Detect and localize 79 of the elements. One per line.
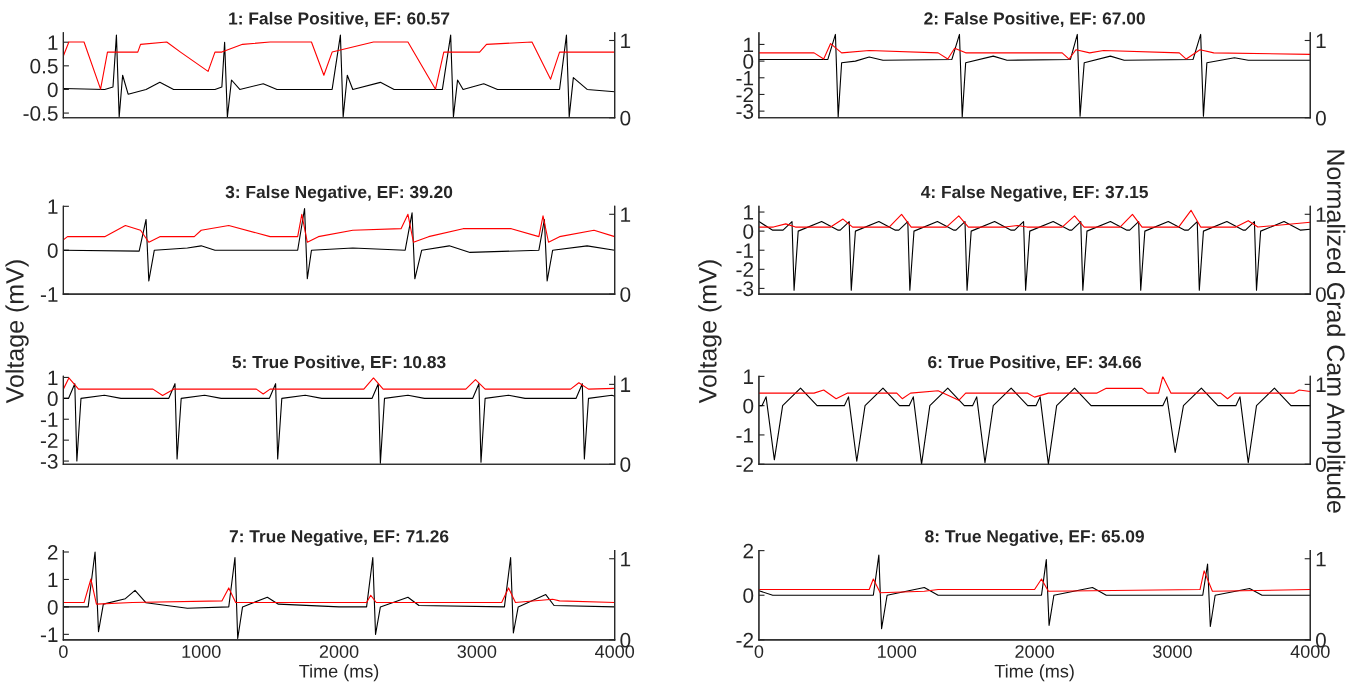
x-tick-label: 0 [754,645,764,658]
chart-title: 8: True Negative, EF: 65.09 [925,529,1144,546]
y2-tick-label: 0 [620,287,631,302]
y2-tick-label: 1 [1316,377,1326,392]
x-tick-label: 1000 [182,645,221,658]
line-series [758,221,1311,291]
y-tick-label: -2 [736,457,754,472]
y-axis-title: Voltage (mV) [698,260,722,404]
y-tick-label: 1 [744,369,754,384]
line-series [63,213,615,243]
chart-title: 3: False Negative, EF: 39.20 [225,185,453,202]
line-series [758,43,1311,60]
x-tick-label: 1000 [878,645,917,658]
y-tick-label: 1 [48,370,58,385]
y-tick-label: -2 [736,262,754,277]
y2-tick-label: 1 [621,33,631,49]
y-tick-label: -1 [736,243,754,258]
x-axis-title: Time (ms) [994,664,1074,682]
y-tick-label: 0 [47,599,58,615]
y-tick-label: 0 [743,224,754,239]
x-tick-label: 2000 [1015,645,1054,658]
y-tick-label: 1 [48,572,58,587]
line-series [63,34,615,118]
y-tick-label: -0.5 [23,106,58,121]
line-series [63,41,615,90]
y-tick-label: -2 [736,87,754,102]
y-tick-label: -1 [736,428,754,443]
y2-tick-label: 0 [620,457,631,472]
y-tick-label: -3 [736,281,754,297]
line-series [758,33,1311,118]
y-tick-label: 0 [743,54,754,69]
y2-tick-label: 1 [621,377,631,392]
y-tick-label: -3 [40,454,58,469]
y-tick-label: -2 [40,433,58,448]
y-tick-label: 0 [47,82,58,98]
chart-title: 2: False Positive, EF: 67.00 [924,11,1145,28]
y-tick-label: 0 [47,391,58,407]
chart-title: 1: False Positive, EF: 60.57 [229,11,450,28]
y-tick-label: 1 [48,35,58,50]
y2-tick-label: 0 [1315,110,1326,126]
y-tick-label: 0 [47,243,58,258]
y-tick-label: -2 [736,632,754,648]
y-axis-title: Voltage (mV) [5,260,29,404]
line-series [63,578,615,605]
y2-tick-label: 1 [1316,207,1326,222]
x-tick-label: 3000 [457,645,497,658]
y-tick-label: 1 [744,37,754,52]
x-tick-label: 2000 [319,645,359,658]
y-tick-label: -1 [736,70,754,86]
y-tick-label: 0 [743,588,754,603]
y-tick-label: 2 [743,543,754,559]
y-tick-label: -1 [40,627,58,642]
line-series [758,376,1311,401]
y2-tick-label: 0 [620,110,631,126]
x-axis-title: Time (ms) [299,664,379,682]
chart-title: 5: True Positive, EF: 10.83 [232,355,446,371]
line-series [758,570,1311,594]
line-series [63,377,615,397]
y-tick-label: -1 [40,412,58,427]
y-tick-label: 2 [47,545,58,560]
y2-tick-label: 1 [1316,551,1326,567]
y-tick-label: 0 [743,398,754,414]
line-series [758,554,1311,630]
chart-title: 7: True Negative, EF: 71.26 [229,529,449,546]
line-series [63,551,615,640]
y2-tick-label: 1 [621,207,631,222]
y-tick-label: 1 [744,205,754,220]
y-tick-label: -1 [40,287,58,302]
x-tick-label: 3000 [1153,645,1192,658]
y-tick-label: -3 [736,104,754,119]
x-tick-label: 0 [59,645,68,658]
chart-title: 6: True Positive, EF: 34.66 [928,355,1142,371]
y2-tick-label: 1 [1316,33,1326,49]
line-series [758,209,1311,228]
line-series [63,207,615,282]
y-tick-label: 0.5 [30,58,58,74]
y-tick-label: 1 [48,199,58,214]
chart-title: 4: False Negative, EF: 37.15 [921,185,1148,202]
y2-tick-label: 1 [621,551,631,567]
